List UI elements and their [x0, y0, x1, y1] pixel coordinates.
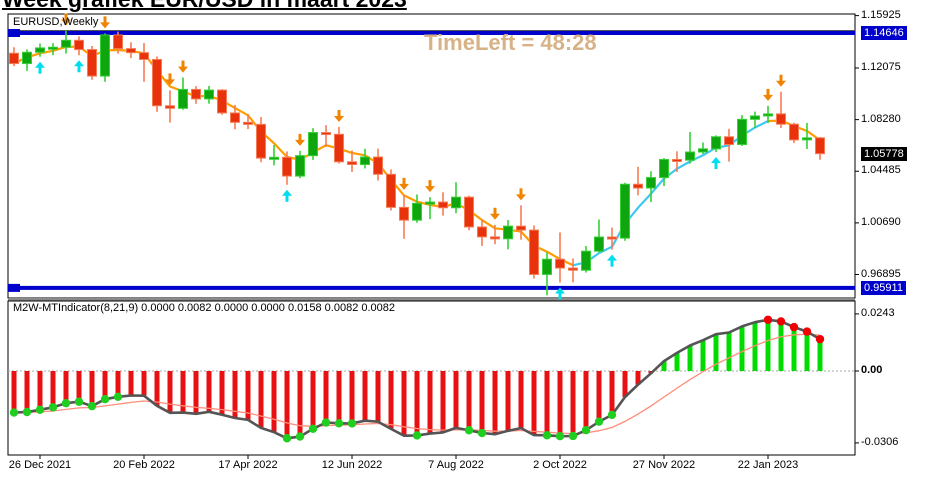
- price-tick-label: 1.04485: [861, 164, 901, 177]
- indicator-tick-label: 0.0243: [861, 306, 895, 319]
- date-tick-label: 26 Dec 2021: [8, 459, 72, 471]
- indicator-tick-label: 0.00: [861, 364, 883, 376]
- price-tick-label: 0.96895: [861, 267, 901, 280]
- date-tick-label: 12 Jun 2022: [321, 459, 383, 471]
- price-tick-label: 1.00690: [861, 215, 901, 228]
- date-tick-label: 2 Oct 2022: [533, 459, 587, 471]
- timeleft-countdown-label: TimeLeft = 48:28: [424, 30, 597, 55]
- date-tick-label: 22 Jan 2023: [737, 459, 799, 471]
- date-tick-label: 27 Nov 2022: [632, 459, 696, 471]
- price-tick-label: 1.12075: [861, 60, 901, 73]
- upper-level-price-box: 1.14646: [861, 26, 907, 40]
- price-tick-label: 1.15925: [861, 8, 901, 21]
- date-tick-label: 17 Apr 2022: [218, 459, 278, 471]
- date-tick-label: 20 Feb 2022: [113, 459, 175, 471]
- price-tick-label: 1.08280: [861, 112, 901, 125]
- symbol-timeframe-label[interactable]: EURUSD,Weekly: [13, 16, 99, 28]
- indicator-values-label[interactable]: M2W-MTIndicator(8,21,9) 0.0000 0.0082 0.…: [13, 302, 396, 314]
- current-price-box: 1.05778: [861, 146, 907, 161]
- date-tick-label: 7 Aug 2022: [428, 459, 484, 471]
- lower-level-price-box: 0.95911: [861, 280, 906, 295]
- page-title: Week grafiek EUR/USD in maart 2023: [2, 0, 407, 13]
- indicator-tick-label: -0.0306: [861, 435, 899, 448]
